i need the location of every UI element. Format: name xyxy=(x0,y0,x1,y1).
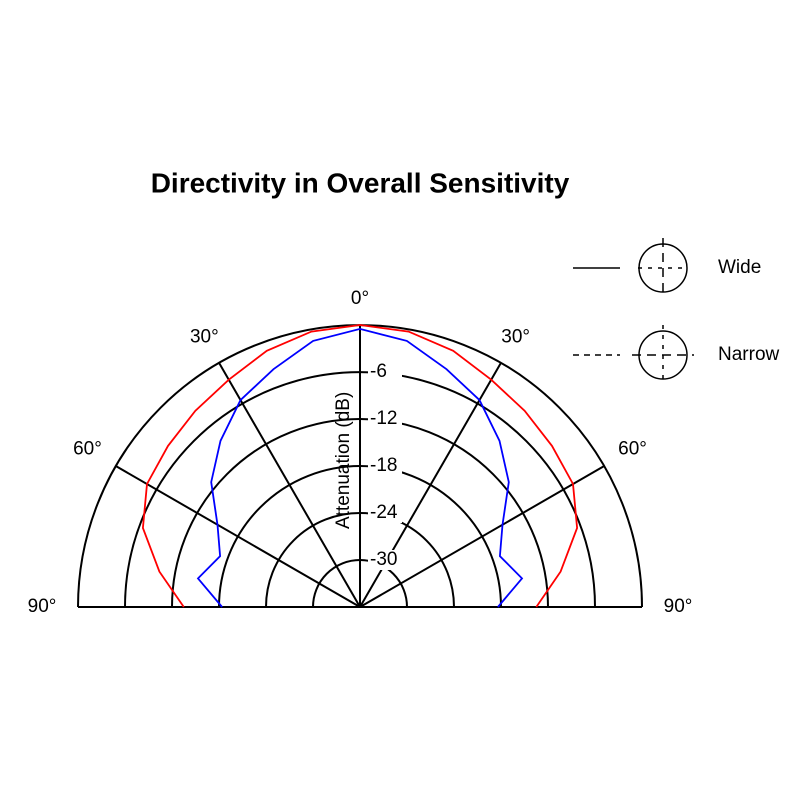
tick-label-bg xyxy=(368,456,402,476)
tick-label-bg xyxy=(368,409,402,429)
series-line xyxy=(141,324,579,608)
r-tick-label: -30 xyxy=(370,549,397,570)
legend-icon xyxy=(632,325,694,385)
r-axis-label: Attenuation (dB) xyxy=(333,392,354,529)
grid-spoke xyxy=(115,465,361,608)
grid-spoke xyxy=(359,465,605,608)
theta-tick-label: 30° xyxy=(190,326,219,347)
r-tick-label: -12 xyxy=(370,408,397,429)
r-tick-label: -18 xyxy=(370,455,397,476)
theta-tick-label: 0° xyxy=(351,288,369,309)
theta-tick-label: 60° xyxy=(73,439,102,460)
theta-tick-label: 60° xyxy=(618,439,647,460)
theta-tick-label: 90° xyxy=(28,596,57,617)
r-tick-label: -24 xyxy=(370,502,398,523)
grid-spoke xyxy=(218,362,361,608)
tick-label-bg xyxy=(368,362,402,382)
legend-label: Wide xyxy=(718,257,761,278)
theta-tick-label: 90° xyxy=(664,596,693,617)
tick-label-bg xyxy=(368,550,402,570)
tick-label-bg xyxy=(368,503,402,523)
series-line xyxy=(196,327,524,608)
theta-tick-label: 30° xyxy=(501,326,530,347)
r-tick-label: -6 xyxy=(370,361,387,382)
legend-label: Narrow xyxy=(718,344,780,365)
chart-title: Directivity in Overall Sensitivity xyxy=(151,167,570,198)
legend-icon xyxy=(638,238,688,298)
